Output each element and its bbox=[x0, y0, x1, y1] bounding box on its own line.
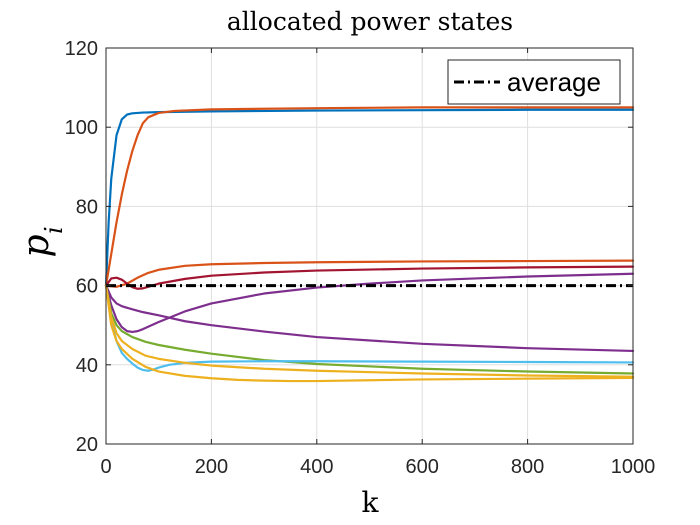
y-tick-label: 40 bbox=[76, 355, 98, 377]
x-tick-label: 800 bbox=[511, 456, 544, 478]
x-tick-label: 200 bbox=[195, 456, 228, 478]
x-tick-label: 600 bbox=[406, 456, 439, 478]
series-line-p7 bbox=[104, 284, 635, 375]
x-tick-label: 0 bbox=[100, 456, 111, 478]
y-tick-label: 120 bbox=[65, 38, 98, 60]
tick-labels: 0 200 400 600 800 1000 20 40 60 80 100 120 bbox=[65, 38, 656, 478]
axes-box bbox=[105, 47, 634, 445]
legend-label-average: average bbox=[507, 67, 601, 97]
legend: average bbox=[447, 59, 621, 105]
y-axis-label-subscript: i bbox=[40, 226, 68, 234]
series-line-p9 bbox=[104, 284, 635, 378]
series-line-p1 bbox=[104, 108, 635, 287]
y-tick-label: 100 bbox=[65, 117, 98, 139]
x-tick-label: 400 bbox=[300, 456, 333, 478]
series-lines bbox=[104, 106, 635, 383]
y-tick-label: 20 bbox=[76, 434, 98, 456]
y-axis-label-main: p bbox=[16, 234, 57, 257]
x-axis-label: k bbox=[362, 486, 380, 519]
y-tick-label: 80 bbox=[76, 196, 98, 218]
series-line-p2 bbox=[104, 106, 635, 287]
x-tick-label: 1000 bbox=[611, 456, 656, 478]
series-line-p5 bbox=[104, 272, 635, 334]
series-line-p6 bbox=[104, 284, 635, 353]
y-tick-label: 60 bbox=[76, 276, 98, 298]
series-line-p10 bbox=[104, 284, 635, 383]
y-axis-label: p i bbox=[16, 226, 68, 257]
axes-frame bbox=[105, 47, 634, 445]
chart-title: allocated power states bbox=[227, 7, 513, 36]
